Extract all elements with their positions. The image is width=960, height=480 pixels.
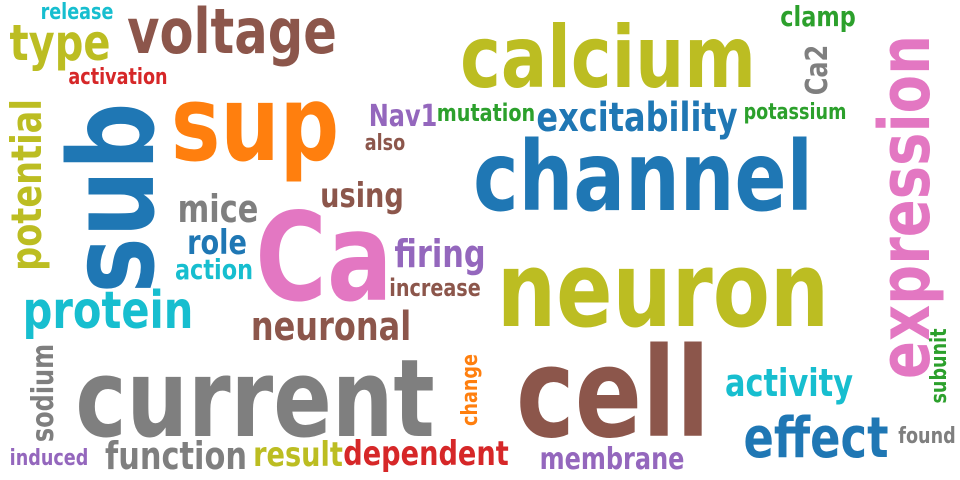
word-action: action (174, 253, 254, 286)
word-change: change (458, 354, 483, 426)
word-role: role (187, 223, 247, 263)
word-activation: activation (68, 65, 168, 90)
word-induced: induced (9, 446, 89, 471)
word-using: using (320, 176, 404, 216)
word-potassium: potassium (743, 100, 847, 125)
word-sup: sup (170, 63, 340, 185)
word-increase: increase (389, 274, 481, 302)
word-ca: Ca (255, 187, 393, 329)
word-effect: effect (743, 406, 889, 471)
word-release: release (40, 0, 114, 25)
word-protein: protein (22, 281, 194, 341)
word-mice: mice (177, 187, 259, 231)
word-firing: firing (394, 232, 486, 276)
word-nav1: Nav1 (368, 99, 438, 134)
word-ca2: Ca2 (800, 44, 835, 96)
word-voltage: voltage (127, 0, 337, 68)
word-subunit: subunit (927, 328, 952, 404)
word-also: also (364, 131, 406, 156)
word-calcium: calcium (460, 8, 756, 108)
word-excitability: excitability (536, 95, 738, 141)
word-mutation: mutation (436, 99, 536, 127)
word-function: function (104, 434, 248, 478)
word-current: current (75, 337, 435, 462)
word-sub: sub (43, 102, 181, 294)
word-channel: channel (473, 121, 813, 233)
word-clamp: clamp (780, 0, 856, 33)
word-dependent: dependent (343, 434, 509, 474)
word-sodium: sodium (26, 343, 61, 443)
word-cell: cell (515, 322, 711, 466)
word-activity: activity (724, 361, 854, 405)
word-result: result (253, 435, 343, 475)
word-membrane: membrane (539, 442, 685, 477)
word-found: found (898, 424, 956, 449)
word-potential: potential (2, 99, 51, 271)
word-neuronal: neuronal (250, 304, 412, 350)
word-type: type (9, 14, 111, 72)
word-neuron: neuron (496, 229, 830, 351)
